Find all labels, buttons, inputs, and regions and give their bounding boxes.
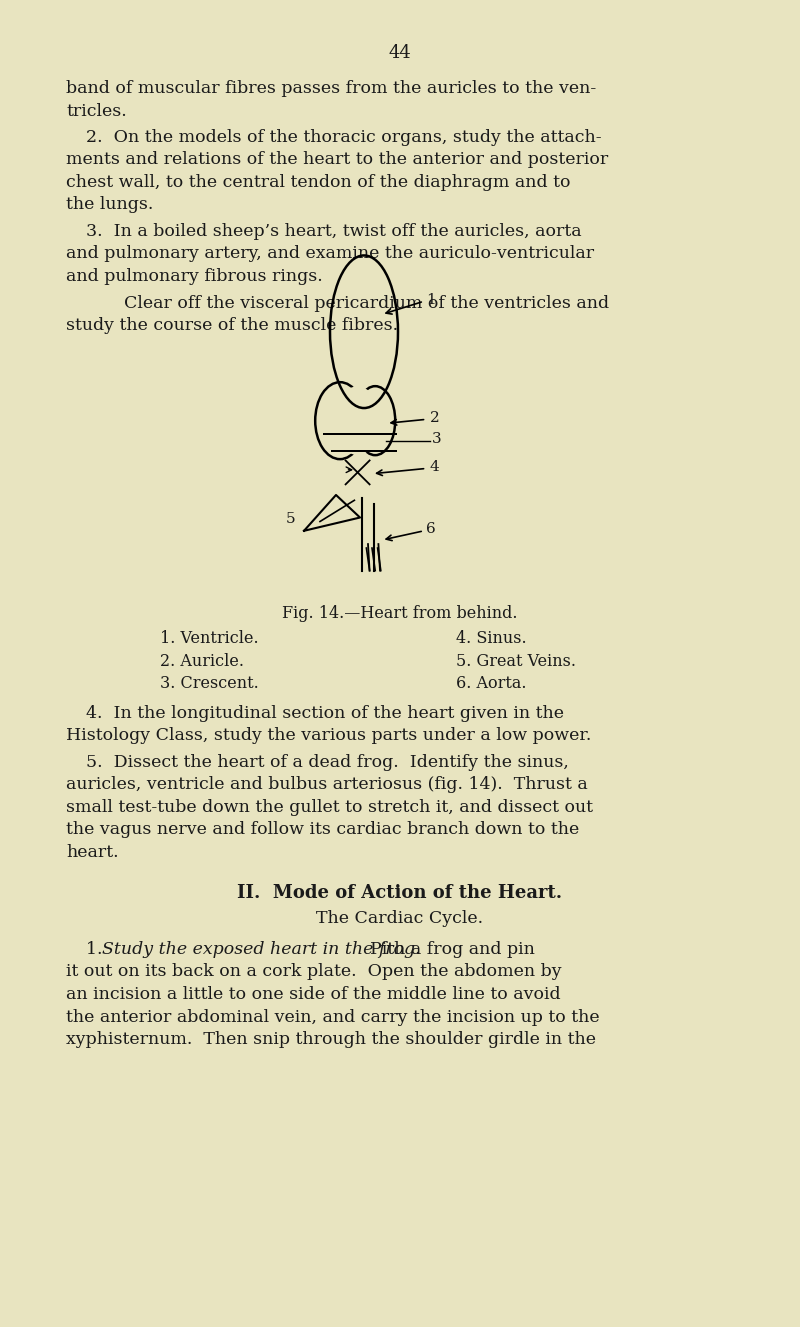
Text: 3: 3 [432,433,442,446]
Text: study the course of the muscle fibres.: study the course of the muscle fibres. [66,317,398,334]
Text: 2: 2 [430,411,439,425]
Text: 2. Auricle.: 2. Auricle. [160,653,244,670]
Text: tricles.: tricles. [66,104,127,119]
Text: Clear off the visceral pericardium of the ventricles and: Clear off the visceral pericardium of th… [124,295,609,312]
Text: Fig. 14.—Heart from behind.: Fig. 14.—Heart from behind. [282,605,518,622]
Text: band of muscular fibres passes from the auricles to the ven-: band of muscular fibres passes from the … [66,80,597,97]
Text: auricles, ventricle and bulbus arteriosus (fig. 14).  Thrust a: auricles, ventricle and bulbus arteriosu… [66,776,588,794]
Text: xyphisternum.  Then snip through the shoulder girdle in the: xyphisternum. Then snip through the shou… [66,1031,596,1048]
Text: and pulmonary artery, and examine the auriculo-ventricular: and pulmonary artery, and examine the au… [66,245,594,263]
Text: ments and relations of the heart to the anterior and posterior: ments and relations of the heart to the … [66,151,609,169]
Text: 5. Great Veins.: 5. Great Veins. [456,653,576,670]
Text: 4. Sinus.: 4. Sinus. [456,630,526,648]
Text: and pulmonary fibrous rings.: and pulmonary fibrous rings. [66,268,323,285]
Text: The Cardiac Cycle.: The Cardiac Cycle. [317,910,483,928]
Text: the lungs.: the lungs. [66,196,154,214]
Text: 4: 4 [430,460,439,474]
Text: 1. Ventricle.: 1. Ventricle. [160,630,258,648]
Text: 1: 1 [426,293,436,307]
Text: 6: 6 [426,523,436,536]
Text: II.  Mode of Action of the Heart.: II. Mode of Action of the Heart. [238,884,562,902]
Text: Histology Class, study the various parts under a low power.: Histology Class, study the various parts… [66,727,592,744]
Text: 5: 5 [286,512,295,525]
Text: it out on its back on a cork plate.  Open the abdomen by: it out on its back on a cork plate. Open… [66,963,562,981]
Text: 6. Aorta.: 6. Aorta. [456,675,526,693]
Text: 44: 44 [389,44,411,62]
Text: heart.: heart. [66,844,119,861]
Text: chest wall, to the central tendon of the diaphragm and to: chest wall, to the central tendon of the… [66,174,571,191]
Text: an incision a little to one side of the middle line to avoid: an incision a little to one side of the … [66,986,561,1003]
Text: 1.: 1. [86,941,113,958]
Text: the anterior abdominal vein, and carry the incision up to the: the anterior abdominal vein, and carry t… [66,1009,600,1026]
Text: 3. Crescent.: 3. Crescent. [160,675,258,693]
Text: 5.  Dissect the heart of a dead frog.  Identify the sinus,: 5. Dissect the heart of a dead frog. Ide… [86,754,569,771]
Text: small test-tube down the gullet to stretch it, and dissect out: small test-tube down the gullet to stret… [66,799,594,816]
Text: 3.  In a boiled sheep’s heart, twist off the auricles, aorta: 3. In a boiled sheep’s heart, twist off … [86,223,582,240]
Text: Pith a frog and pin: Pith a frog and pin [358,941,534,958]
Text: Study the exposed heart in the frog.: Study the exposed heart in the frog. [102,941,421,958]
Text: 4.  In the longitudinal section of the heart given in the: 4. In the longitudinal section of the he… [86,705,563,722]
Text: 2.  On the models of the thoracic organs, study the attach-: 2. On the models of the thoracic organs,… [86,129,602,146]
Ellipse shape [336,386,380,455]
Text: the vagus nerve and follow its cardiac branch down to the: the vagus nerve and follow its cardiac b… [66,821,580,839]
